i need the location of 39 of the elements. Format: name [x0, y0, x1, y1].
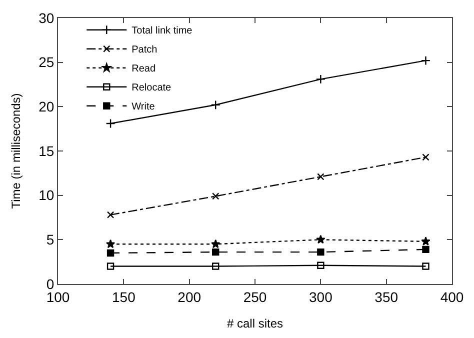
y-axis-title: Time (in milliseconds)	[8, 93, 23, 209]
point	[212, 192, 220, 200]
point	[212, 248, 220, 256]
point	[317, 248, 324, 256]
legend-label: Write	[132, 102, 156, 113]
point	[106, 239, 116, 248]
y-tick-label: 10	[38, 187, 54, 204]
point	[106, 262, 114, 270]
point	[317, 173, 324, 180]
x-tick-label: 300	[308, 288, 333, 305]
point	[422, 262, 430, 270]
x-axis-title: # call sites	[226, 316, 284, 331]
point	[421, 236, 430, 246]
point	[210, 100, 220, 110]
point	[212, 262, 220, 270]
x-tick-label: 150	[112, 288, 136, 305]
point	[420, 56, 431, 66]
legend-label: Patch	[132, 44, 158, 56]
x-tick-label: 400	[440, 288, 464, 305]
point	[106, 118, 116, 128]
point	[316, 234, 326, 244]
legend-label: Relocate	[132, 82, 172, 94]
y-tick-label: 25	[38, 54, 54, 70]
y-tick-label: 5	[46, 232, 54, 248]
legend-label: Total link time	[132, 26, 193, 37]
point	[211, 239, 220, 248]
point	[106, 249, 114, 257]
y-tick-label: 20	[38, 98, 54, 115]
x-tick-label: 250	[243, 288, 267, 305]
legend-label: Read	[132, 64, 156, 75]
point	[422, 246, 430, 254]
x-tick-label: 200	[178, 288, 202, 305]
y-tick-label: 30	[38, 10, 54, 26]
y-tick-label: 15	[38, 142, 54, 159]
x-tick-label: 350	[374, 288, 398, 305]
point	[422, 154, 430, 161]
point	[316, 74, 326, 84]
point	[106, 211, 114, 218]
point	[317, 262, 324, 269]
